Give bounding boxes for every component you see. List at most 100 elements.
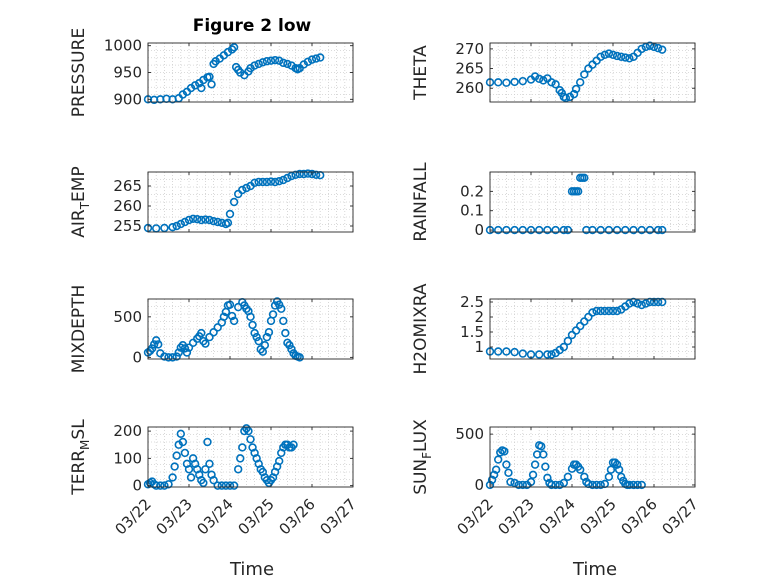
data-point (262, 177, 272, 187)
data-point (502, 225, 511, 235)
data-point (281, 328, 290, 338)
y-tick-label: 100 (113, 449, 142, 467)
data-point (252, 332, 261, 342)
data-point (262, 57, 272, 66)
data-point (494, 78, 503, 87)
data-point (580, 70, 589, 79)
subplot-5: 0 500 MIXDEPTH (69, 285, 354, 373)
data-point (657, 225, 667, 235)
x-tick-label: 03/26 (276, 495, 319, 538)
data-point (287, 345, 296, 354)
data-point (219, 312, 229, 322)
data-point (494, 347, 503, 356)
data-point (275, 177, 284, 186)
x-tick-label: 03/25 (235, 495, 278, 538)
data-point (541, 462, 550, 471)
x-axis-label-right: Time (572, 559, 617, 580)
data-point (584, 312, 593, 322)
data-point (209, 217, 218, 226)
data-point (534, 225, 544, 235)
axes-box (147, 298, 354, 360)
data-point (246, 435, 255, 444)
data-point (604, 225, 614, 235)
data-point (225, 481, 235, 490)
data-point (510, 225, 519, 235)
data-point (510, 478, 519, 488)
y-tick-label: 0.2 (460, 182, 484, 200)
data-point (551, 225, 560, 235)
data-point (242, 183, 251, 193)
series-markers (143, 297, 304, 362)
data-point (172, 352, 181, 361)
data-point (152, 336, 161, 345)
data-point (526, 225, 536, 235)
x-tick-label: 03/26 (618, 495, 661, 538)
data-point (277, 304, 286, 313)
y-tick-label: 0 (132, 477, 142, 495)
data-point (625, 54, 634, 63)
data-point (539, 450, 548, 459)
minor-grid (490, 427, 695, 487)
data-point (514, 480, 523, 490)
data-point (270, 177, 280, 187)
data-point (250, 328, 259, 338)
data-point (254, 59, 263, 69)
minor-grid (490, 172, 695, 232)
data-point (152, 481, 161, 490)
data-point (569, 89, 579, 99)
subplot-6: 11.522.5 H2OMIXRA (411, 283, 696, 375)
data-point (270, 55, 280, 65)
data-point (268, 310, 278, 319)
data-point (209, 475, 218, 485)
data-point (547, 350, 556, 359)
y-axis-label: SUNFLUX (411, 419, 434, 495)
data-point (612, 306, 622, 316)
axes-box (489, 298, 696, 360)
y-tick-label: 0.1 (460, 202, 484, 220)
data-point (621, 53, 630, 62)
data-point (205, 72, 214, 81)
data-point (168, 223, 177, 232)
y-tick-label: 0 (474, 476, 484, 494)
data-point (180, 448, 190, 458)
minor-grid (490, 299, 695, 359)
data-point (530, 72, 540, 81)
subplot-3: 255 260 265 AIRTEMP (69, 166, 354, 238)
data-point (489, 470, 499, 479)
data-point (629, 225, 638, 235)
data-point (229, 316, 239, 326)
data-point (571, 84, 581, 94)
data-point (534, 350, 544, 359)
data-point (575, 465, 585, 474)
data-point (254, 336, 263, 346)
x-tick-label: 03/27 (317, 495, 360, 538)
data-point (184, 215, 194, 225)
data-point (543, 225, 552, 235)
data-point (258, 58, 267, 67)
axes-box (489, 426, 696, 488)
y-tick-label: 265 (455, 60, 484, 78)
data-point (160, 352, 169, 361)
data-point (279, 58, 288, 68)
series-markers (485, 173, 667, 235)
data-point (238, 185, 247, 195)
x-tick-label: 03/23 (495, 495, 538, 538)
data-point (229, 43, 239, 52)
y-tick-label: 1.5 (460, 323, 484, 341)
data-point (149, 340, 159, 349)
x-tick-label: 03/23 (153, 495, 196, 538)
data-point (234, 465, 243, 474)
data-point (223, 218, 233, 228)
data-point (258, 177, 267, 187)
data-point (197, 328, 206, 338)
data-point (250, 61, 259, 70)
data-point (506, 477, 515, 487)
data-point (616, 52, 626, 61)
data-point (307, 55, 317, 64)
y-axis-label: H2OMIXRA (411, 283, 431, 374)
data-point (229, 481, 239, 490)
data-point (182, 348, 192, 357)
data-point (160, 481, 169, 490)
